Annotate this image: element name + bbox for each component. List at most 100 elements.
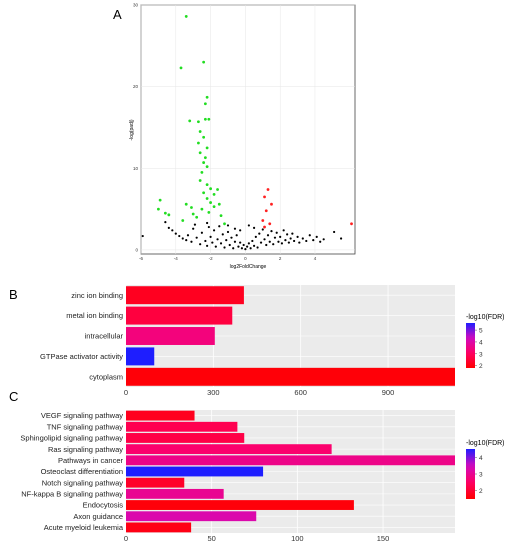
volcano-point-ns: [286, 233, 289, 236]
legend-tick-label: 3: [479, 351, 483, 358]
volcano-y-tick-label: 30: [133, 3, 139, 8]
volcano-point-down: [207, 210, 211, 214]
volcano-point-down: [203, 156, 207, 160]
volcano-point-down: [209, 187, 212, 191]
volcano-point-down: [203, 102, 207, 106]
bar: [126, 466, 264, 477]
volcano-point-ns: [305, 239, 308, 243]
volcano-point-ns: [291, 232, 294, 235]
volcano-point-ns: [221, 233, 224, 236]
volcano-point-ns: [244, 248, 247, 251]
volcano-point-up: [266, 188, 270, 191]
bar: [126, 410, 195, 421]
volcano-point-ns: [233, 240, 237, 243]
kegg-bars: [126, 410, 455, 533]
bar: [126, 522, 192, 533]
volcano-point-down: [156, 207, 160, 211]
volcano-point-ns: [252, 226, 256, 229]
volcano-point-ns: [141, 234, 144, 238]
volcano-point-ns: [186, 234, 190, 237]
volcano-point-ns: [239, 229, 242, 232]
volcano-point-down: [205, 165, 209, 169]
bar: [126, 488, 224, 499]
volcano-point-down: [158, 198, 162, 202]
bar: [126, 433, 245, 443]
go-legend-title: -log10(FDR): [466, 314, 505, 321]
volcano-point-ns: [293, 239, 296, 243]
x-tick-label: 50: [208, 534, 216, 543]
category-label: Endocytosis: [83, 501, 124, 510]
volcano-point-down: [202, 191, 206, 195]
legend-tick-label: 2: [479, 363, 483, 370]
bar: [126, 421, 238, 432]
volcano-point-up: [264, 209, 268, 213]
go-panel: B zinc ion binding metal ion binding intra…: [9, 285, 505, 397]
volcano-point-ns: [284, 239, 287, 242]
volcano-points: [141, 15, 353, 251]
volcano-point-ns: [226, 224, 230, 227]
category-label: GTPase activator activity: [40, 352, 123, 361]
volcano-point-ns: [240, 247, 244, 250]
volcano-point-ns: [273, 236, 277, 239]
volcano-point-ns: [212, 229, 216, 232]
kegg-panel: C VEGF signaling pathway TNF signaling pa…: [9, 389, 505, 543]
category-label: metal ion binding: [66, 311, 123, 320]
volcano-point-up: [268, 222, 272, 226]
volcano-point-ns: [193, 223, 197, 226]
volcano-point-ns: [277, 240, 280, 243]
volcano-point-ns: [237, 245, 240, 248]
volcano-point-down: [205, 95, 209, 99]
volcano-point-ns: [228, 243, 231, 247]
volcano-point-ns: [171, 229, 174, 232]
volcano-point-down: [179, 66, 183, 70]
volcano-point-ns: [263, 238, 266, 241]
volcano-point-ns: [259, 241, 263, 244]
volcano-x-label: log2FoldChange: [230, 264, 267, 270]
volcano-point-ns: [265, 243, 268, 247]
volcano-point-down: [188, 119, 192, 123]
volcano-point-ns: [247, 224, 250, 227]
volcano-point-ns: [207, 225, 210, 229]
volcano-x-tick-label: -6: [139, 256, 143, 261]
volcano-x-tick-label: -4: [174, 256, 178, 261]
volcano-point-ns: [219, 242, 223, 245]
go-x-ticks: 0 300 600 900: [124, 388, 394, 397]
volcano-plot-area: [140, 4, 356, 255]
panel-c-letter: C: [9, 389, 18, 404]
volcano-point-down: [209, 201, 212, 204]
volcano-point-ns: [204, 239, 207, 243]
volcano-point-ns: [200, 231, 203, 234]
volcano-point-ns: [268, 240, 271, 243]
bar: [126, 444, 332, 455]
panel-b-letter: B: [9, 287, 18, 302]
go-bars: [126, 286, 455, 386]
volcano-point-ns: [235, 234, 238, 237]
volcano-point-down: [212, 193, 216, 196]
x-tick-label: 0: [124, 534, 128, 543]
category-label: zinc ion binding: [71, 291, 123, 300]
volcano-point-down: [212, 205, 216, 209]
volcano-point-ns: [206, 221, 209, 225]
volcano-point-ns: [258, 232, 261, 235]
volcano-point-ns: [254, 235, 257, 238]
volcano-point-ns: [185, 239, 188, 242]
volcano-x-tick-label: -2: [209, 256, 213, 261]
volcano-point-ns: [216, 238, 219, 241]
legend-tick-label: 4: [479, 339, 483, 346]
volcano-point-ns: [252, 244, 256, 247]
legend-tick-label: 5: [479, 328, 483, 335]
volcano-point-ns: [167, 226, 170, 229]
volcano-point-up: [270, 202, 273, 206]
volcano-point-ns: [287, 241, 290, 244]
volcano-point-down: [195, 215, 199, 219]
legend-colorbar: [466, 449, 475, 499]
category-label: Notch signaling pathway: [42, 478, 124, 487]
volcano-point-ns: [319, 240, 322, 243]
go-category-labels: zinc ion binding metal ion binding intrace…: [40, 291, 123, 382]
category-label: Acute myeloid leukemia: [44, 523, 124, 532]
volcano-point-ns: [272, 243, 275, 246]
kegg-legend: -log10(FDR) 2 3 4: [466, 440, 505, 499]
bar: [126, 306, 233, 325]
volcano-point-down: [198, 130, 202, 133]
bar: [126, 286, 244, 305]
